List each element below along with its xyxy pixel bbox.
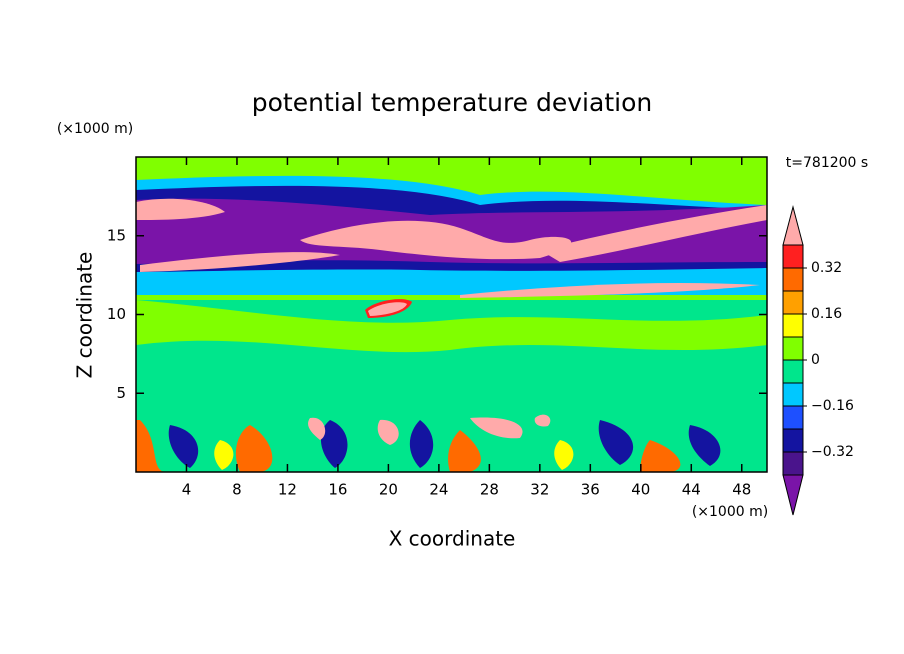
colorbar-box bbox=[782, 382, 804, 407]
colorbar-over bbox=[782, 205, 804, 246]
contour-region bbox=[368, 302, 407, 316]
time-label: t=781200 s bbox=[786, 155, 868, 171]
x-tick-label: 24 bbox=[429, 481, 448, 499]
colorbar-box bbox=[782, 244, 804, 269]
colorbar-under bbox=[782, 474, 804, 516]
colorbar-box bbox=[782, 336, 804, 361]
contour-field bbox=[136, 157, 767, 472]
x-tick-label: 16 bbox=[328, 481, 347, 499]
colorbar-label: 0.32 bbox=[811, 260, 842, 276]
colorbar-box bbox=[782, 267, 804, 292]
colorbar-box bbox=[782, 428, 804, 453]
y-tick-label: 10 bbox=[107, 305, 126, 323]
y-unit: (×1000 m) bbox=[57, 121, 133, 137]
contour-region bbox=[168, 420, 721, 468]
y-tick-label: 5 bbox=[116, 384, 126, 402]
colorbar-label: 0 bbox=[811, 352, 820, 368]
colorbar-box bbox=[782, 405, 804, 430]
contour-region bbox=[540, 205, 767, 262]
x-tick-label: 20 bbox=[379, 481, 398, 499]
contour-region bbox=[308, 414, 551, 445]
x-tick-label: 12 bbox=[278, 481, 297, 499]
x-tick-label: 48 bbox=[732, 481, 751, 499]
x-tick-label: 44 bbox=[682, 481, 701, 499]
x-tick-label: 40 bbox=[631, 481, 650, 499]
colorbar-box bbox=[782, 451, 804, 476]
contour-region bbox=[460, 283, 760, 298]
chart-title: potential temperature deviation bbox=[252, 88, 652, 117]
x-tick-label: 8 bbox=[232, 481, 242, 499]
y-tick-label: 15 bbox=[107, 226, 126, 244]
colorbar-label: −0.16 bbox=[811, 398, 854, 414]
x-tick-label: 36 bbox=[581, 481, 600, 499]
colorbar-label: −0.32 bbox=[811, 444, 854, 460]
contour-region bbox=[136, 198, 225, 220]
x-tick-label: 28 bbox=[480, 481, 499, 499]
colorbar-box bbox=[782, 290, 804, 315]
contour-region bbox=[300, 220, 572, 260]
colorbar-label: 0.16 bbox=[811, 306, 842, 322]
x-tick-label: 4 bbox=[182, 481, 192, 499]
x-unit: (×1000 m) bbox=[692, 504, 768, 520]
colorbar-box bbox=[782, 359, 804, 384]
y-axis-label: Z coordinate bbox=[73, 252, 97, 379]
colorbar-box bbox=[782, 313, 804, 338]
contour-region bbox=[140, 252, 340, 272]
x-axis-label: X coordinate bbox=[389, 527, 516, 551]
contour-region bbox=[136, 420, 681, 472]
contour-region bbox=[136, 300, 767, 353]
x-tick-label: 32 bbox=[530, 481, 549, 499]
